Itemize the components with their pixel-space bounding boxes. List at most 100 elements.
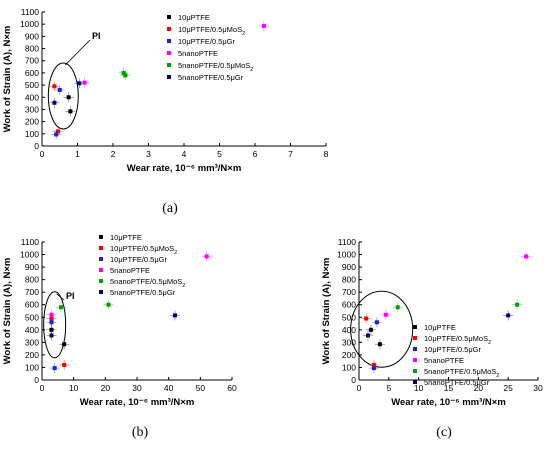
- data-point: [59, 305, 63, 310]
- y-tick-label: 900: [342, 262, 356, 272]
- legend-marker: [167, 63, 171, 67]
- y-tick-label: 600: [342, 300, 356, 310]
- y-tick-label: 1000: [337, 250, 356, 260]
- legend-marker: [413, 347, 417, 351]
- legend-label: 10μPTFE/0.5μMoS2: [178, 25, 245, 37]
- legend-marker: [99, 268, 103, 272]
- x-tick-label: 0: [357, 383, 362, 393]
- data-point: [364, 316, 369, 321]
- x-tick-label: 20: [101, 383, 111, 393]
- y-tick-label: 1100: [21, 237, 40, 247]
- legend-subscript: 2: [488, 340, 491, 346]
- legend-label: 5nanoPTFE: [424, 356, 464, 365]
- cluster-ellipse: [350, 290, 414, 368]
- legend-marker: [167, 51, 171, 55]
- data-point: [383, 312, 388, 317]
- data-point: [371, 366, 376, 371]
- cluster-ellipse: [43, 291, 67, 359]
- legend-label: 10μPTFE: [178, 13, 210, 22]
- y-tick-label: 700: [25, 287, 39, 297]
- data-point: [49, 333, 54, 338]
- data-point: [55, 129, 60, 134]
- data-point: [52, 100, 57, 105]
- y-tick-label: 900: [25, 31, 39, 41]
- x-tick-label: 0: [40, 383, 45, 393]
- data-point: [62, 342, 67, 347]
- data-point: [204, 254, 209, 259]
- y-tick-label: 600: [25, 300, 39, 310]
- x-tick-label: 10: [414, 383, 424, 393]
- y-tick-label: 0: [34, 375, 39, 385]
- legend-subscript: 2: [496, 373, 499, 379]
- legend-marker: [167, 15, 171, 19]
- x-tick-label: 30: [533, 383, 543, 393]
- legend-marker: [99, 279, 103, 283]
- legend-marker: [167, 27, 171, 31]
- y-tick-label: 300: [25, 337, 39, 347]
- data-point: [368, 327, 373, 332]
- y-tick-label: 700: [25, 56, 39, 66]
- y-tick-label: 600: [25, 68, 39, 78]
- data-point: [82, 80, 87, 85]
- data-point: [106, 302, 111, 307]
- panel-caption: (c): [436, 425, 452, 440]
- y-tick-label: 300: [342, 337, 356, 347]
- legend-label: 5nanoPTFE/0.5μMoS2: [178, 61, 253, 73]
- y-tick-label: 100: [342, 362, 356, 372]
- legend-label: 5nanoPTFE/0.5μGr: [178, 73, 244, 82]
- y-axis-title: Work of Strain (A), N×m: [2, 258, 13, 365]
- y-tick-label: 500: [25, 80, 39, 90]
- x-tick-label: 20: [474, 383, 484, 393]
- cluster-ellipse: [47, 62, 79, 130]
- y-tick-label: 400: [342, 325, 356, 335]
- legend-subscript: 2: [174, 250, 177, 256]
- data-point: [524, 254, 529, 259]
- data-point: [395, 305, 400, 310]
- x-tick-label: 8: [324, 149, 329, 159]
- legend-subscript: 2: [250, 67, 253, 73]
- data-point: [121, 70, 126, 75]
- y-tick-label: 700: [342, 287, 356, 297]
- panel-caption: (a): [162, 201, 178, 216]
- x-axis-title: Wear rate, 10⁻⁶ mm³/N×m: [80, 397, 195, 408]
- legend-label: 10μPTFE: [110, 233, 142, 242]
- y-tick-label: 200: [342, 350, 356, 360]
- data-point: [49, 312, 54, 317]
- x-tick-label: 0: [40, 149, 45, 159]
- x-tick-label: 30: [132, 383, 142, 393]
- chart-panel-3: 0 100 200 300 400 500 600 700 800 900 1000 1100 0 5 10…: [321, 237, 543, 440]
- x-tick-label: 6: [253, 149, 258, 159]
- data-point: [77, 81, 82, 86]
- legend-marker: [413, 358, 417, 362]
- legend-label: 10μPTFE/0.5μGr: [424, 345, 481, 354]
- x-tick-label: 2: [111, 149, 116, 159]
- x-tick-label: 5: [386, 383, 391, 393]
- legend-marker: [167, 39, 171, 43]
- data-point: [515, 302, 520, 307]
- x-tick-label: 4: [182, 149, 187, 159]
- data-point: [374, 320, 379, 325]
- y-tick-label: 1100: [21, 7, 40, 17]
- legend-marker: [167, 75, 171, 79]
- legend-subscript: 2: [182, 283, 185, 289]
- legend-marker: [413, 325, 417, 329]
- x-tick-label: 15: [444, 383, 454, 393]
- pi-annotation: PI: [66, 291, 75, 301]
- legend-label: 5nanoPTFE/0.5μGr: [110, 288, 176, 297]
- y-tick-label: 400: [25, 92, 39, 102]
- data-point: [52, 366, 57, 371]
- x-tick-label: 1: [75, 149, 80, 159]
- panel-caption: (b): [132, 425, 149, 440]
- x-tick-label: 25: [503, 383, 513, 393]
- legend-marker: [413, 369, 417, 373]
- data-point: [66, 95, 71, 100]
- y-tick-label: 300: [25, 104, 39, 114]
- legend-marker: [99, 246, 103, 250]
- legend-marker: [99, 235, 103, 239]
- y-tick-label: 0: [351, 375, 356, 385]
- legend-label: 5nanoPTFE/0.5μGr: [424, 378, 490, 387]
- y-tick-label: 800: [342, 275, 356, 285]
- data-point: [377, 342, 382, 347]
